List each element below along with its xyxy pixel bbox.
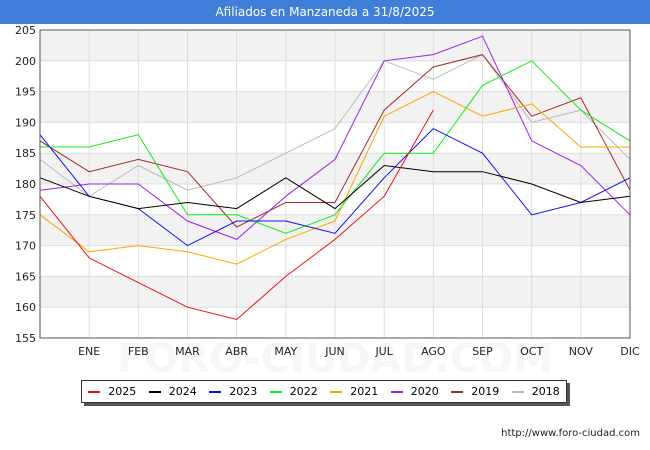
legend-label: 2023	[229, 385, 258, 398]
legend-swatch	[451, 390, 464, 393]
legend-swatch	[148, 390, 161, 393]
x-tick-label: ENE	[78, 345, 100, 358]
x-tick-label: AGO	[421, 345, 446, 358]
x-tick-label: OCT	[520, 345, 543, 358]
legend-item-2023: 2023	[209, 385, 257, 398]
y-tick-label: 165	[15, 270, 36, 283]
x-tick-label: FEB	[128, 345, 149, 358]
legend-item-2021: 2021	[330, 385, 378, 398]
y-tick-label: 175	[15, 209, 36, 222]
legend-item-2018: 2018	[511, 385, 560, 398]
y-tick-label: 160	[15, 301, 36, 314]
legend-label: 2020	[410, 385, 439, 398]
legend-item-2024: 2024	[148, 385, 197, 398]
y-tick-label: 170	[15, 240, 36, 253]
background-watermark: FORO-CIUDAD.COM	[117, 336, 553, 382]
y-tick-label: 200	[15, 55, 36, 68]
y-tick-label: 180	[15, 178, 36, 191]
y-tick-label: 190	[15, 116, 36, 129]
legend-swatch	[330, 390, 343, 393]
x-tick-label: DIC	[620, 345, 640, 358]
legend-item-2019: 2019	[451, 385, 499, 398]
legend: 2025 2024 2023 2022 2021 2020 2019 2018	[81, 380, 567, 403]
legend-swatch	[511, 390, 524, 393]
x-tick-label: MAR	[175, 345, 200, 358]
y-tick-label: 195	[15, 86, 36, 99]
x-tick-label: NOV	[569, 345, 594, 358]
legend-item-2025: 2025	[88, 385, 136, 398]
series-line-2025	[39, 109, 434, 321]
legend-label: 2025	[108, 385, 137, 398]
x-tick-label: MAY	[274, 345, 297, 358]
legend-swatch	[88, 390, 101, 393]
legend-item-2020: 2020	[390, 385, 439, 398]
legend-label: 2024	[168, 385, 197, 398]
series-line-2022	[40, 60, 631, 234]
y-tick-label: 205	[15, 24, 36, 37]
legend-swatch	[390, 390, 403, 393]
legend-item-2022: 2022	[269, 385, 318, 398]
legend-label: 2022	[289, 385, 318, 398]
source-url: http://www.foro-ciudad.com	[501, 428, 640, 439]
x-tick-label: JUN	[324, 345, 345, 358]
x-tick-label: SEP	[472, 345, 493, 358]
legend-swatch	[269, 390, 282, 393]
legend-label: 2018	[531, 385, 560, 398]
x-tick-label: JUL	[374, 345, 393, 358]
x-tick-label: ABR	[225, 345, 248, 358]
series-line-2018	[39, 53, 631, 197]
legend-label: 2021	[350, 385, 379, 398]
chart-title: Afiliados en Manzaneda a 31/8/2025	[0, 0, 650, 24]
y-tick-label: 155	[15, 332, 36, 345]
series-line-2021	[39, 91, 630, 265]
legend-label: 2019	[471, 385, 500, 398]
y-tick-label: 185	[15, 147, 36, 160]
plot-frame	[39, 29, 631, 339]
legend-swatch	[209, 390, 222, 393]
series-line-2019	[39, 54, 631, 228]
series-line-2020	[39, 35, 631, 240]
series-line-2024	[39, 164, 631, 210]
